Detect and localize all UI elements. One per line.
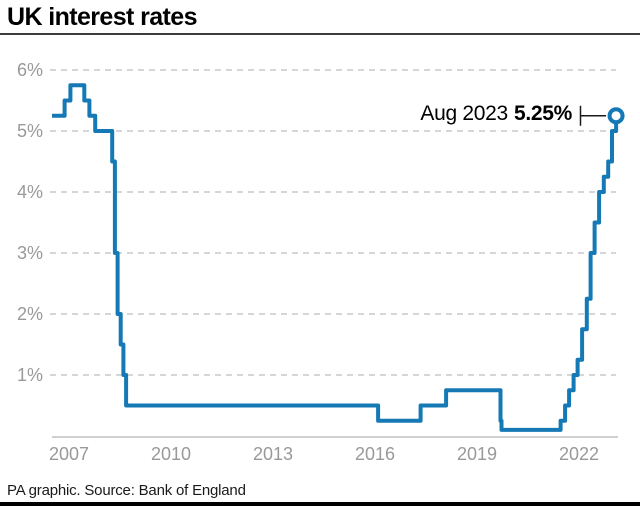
x-axis-tick-label: 2019 <box>457 444 497 464</box>
x-axis-tick-label: 2007 <box>49 444 89 464</box>
header-divider <box>0 33 640 35</box>
y-axis-tick-label: 5% <box>17 121 43 141</box>
source-credit: PA graphic. Source: Bank of England <box>7 482 246 499</box>
latest-rate-annotation: Aug 2023 5.25% <box>420 102 572 126</box>
x-axis-tick-label: 2016 <box>355 444 395 464</box>
bottom-divider <box>0 502 640 506</box>
x-axis-tick-label: 2022 <box>559 444 599 464</box>
x-axis-tick-label: 2010 <box>151 444 191 464</box>
page-title: UK interest rates <box>7 3 197 31</box>
y-axis-tick-label: 1% <box>17 365 43 385</box>
endpoint-marker <box>607 107 625 125</box>
y-axis-tick-label: 3% <box>17 243 43 263</box>
x-axis-tick-label: 2013 <box>253 444 293 464</box>
y-axis-tick-label: 6% <box>17 60 43 80</box>
y-axis-tick-label: 2% <box>17 304 43 324</box>
annotation-value: 5.25% <box>513 102 572 125</box>
rate-line <box>52 83 619 432</box>
annotation-date: Aug 2023 <box>420 102 508 125</box>
y-axis-tick-label: 4% <box>17 182 43 202</box>
